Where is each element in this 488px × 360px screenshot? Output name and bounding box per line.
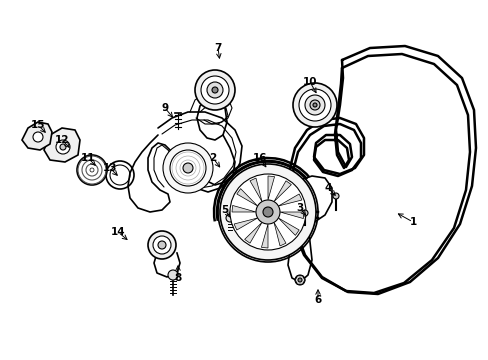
Polygon shape [278, 218, 299, 235]
Circle shape [332, 193, 338, 199]
Circle shape [298, 89, 330, 121]
Polygon shape [249, 178, 262, 202]
Text: 1: 1 [408, 217, 416, 227]
Circle shape [195, 70, 235, 110]
Circle shape [220, 164, 315, 260]
Circle shape [153, 236, 171, 254]
Circle shape [60, 144, 66, 150]
Polygon shape [231, 206, 256, 212]
Text: 16: 16 [252, 153, 267, 163]
Text: 10: 10 [302, 77, 317, 87]
Circle shape [229, 174, 305, 250]
Polygon shape [267, 176, 274, 200]
Text: 15: 15 [31, 120, 45, 130]
Circle shape [263, 207, 272, 217]
Circle shape [148, 231, 176, 259]
Circle shape [225, 214, 234, 222]
Text: 11: 11 [81, 153, 95, 163]
Circle shape [56, 140, 70, 154]
Circle shape [312, 103, 316, 107]
Polygon shape [236, 189, 257, 206]
Text: 12: 12 [55, 135, 69, 145]
Circle shape [163, 143, 213, 193]
Text: 4: 4 [324, 183, 331, 193]
Circle shape [206, 82, 223, 98]
Circle shape [201, 76, 228, 104]
Text: 2: 2 [209, 153, 216, 163]
Polygon shape [22, 122, 52, 150]
Circle shape [168, 270, 178, 280]
Text: 7: 7 [214, 43, 221, 53]
Polygon shape [278, 194, 301, 206]
Text: 14: 14 [110, 227, 125, 237]
Circle shape [33, 132, 43, 142]
Circle shape [256, 200, 280, 224]
Polygon shape [234, 218, 257, 230]
Circle shape [297, 278, 302, 282]
Polygon shape [44, 128, 80, 162]
Polygon shape [273, 181, 291, 202]
Text: 6: 6 [314, 295, 321, 305]
Circle shape [158, 241, 165, 249]
Polygon shape [261, 224, 267, 248]
Text: 3: 3 [296, 203, 303, 213]
Circle shape [183, 163, 193, 173]
Polygon shape [280, 212, 304, 219]
Circle shape [292, 83, 336, 127]
Polygon shape [273, 222, 285, 246]
Circle shape [294, 275, 305, 285]
Circle shape [302, 210, 307, 216]
Circle shape [170, 150, 205, 186]
Circle shape [309, 100, 319, 110]
Polygon shape [294, 276, 305, 284]
Circle shape [212, 87, 218, 93]
Text: 13: 13 [102, 163, 117, 173]
Text: 9: 9 [161, 103, 168, 113]
Polygon shape [244, 222, 262, 243]
Text: 5: 5 [221, 205, 228, 215]
Text: 8: 8 [174, 273, 181, 283]
Circle shape [305, 95, 325, 115]
